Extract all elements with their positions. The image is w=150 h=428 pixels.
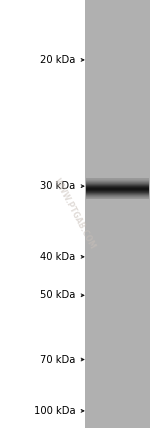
Bar: [86, 194, 149, 195]
Bar: [86, 188, 149, 189]
Bar: [86, 198, 149, 199]
Bar: [86, 193, 149, 194]
Text: 20 kDa: 20 kDa: [40, 55, 76, 65]
Bar: [86, 191, 149, 192]
Bar: [86, 198, 149, 199]
Bar: [86, 192, 149, 193]
Bar: [86, 186, 149, 187]
Bar: [86, 189, 149, 190]
Bar: [86, 179, 149, 180]
Bar: [86, 190, 149, 191]
Bar: [86, 197, 149, 198]
Bar: [86, 192, 149, 193]
Bar: [86, 184, 149, 185]
Bar: [86, 182, 149, 183]
Bar: [86, 194, 149, 195]
Bar: [86, 185, 149, 186]
Bar: [86, 193, 149, 194]
Bar: [86, 183, 149, 184]
Bar: [86, 179, 149, 180]
Bar: [86, 180, 149, 181]
Bar: [86, 187, 149, 188]
Bar: [86, 185, 149, 186]
Bar: [86, 195, 149, 196]
Bar: [86, 186, 149, 187]
Text: 40 kDa: 40 kDa: [40, 252, 76, 262]
Bar: [86, 179, 149, 180]
Bar: [86, 188, 149, 189]
Bar: [86, 183, 149, 184]
Bar: [86, 189, 149, 190]
Bar: [86, 180, 149, 181]
Bar: [86, 191, 149, 192]
Bar: [85, 0, 150, 428]
Bar: [86, 178, 149, 179]
Bar: [86, 192, 149, 193]
Text: WWW.PTGAB.COM: WWW.PTGAB.COM: [52, 177, 98, 251]
Text: 100 kDa: 100 kDa: [34, 406, 76, 416]
Bar: [86, 196, 149, 197]
Bar: [86, 187, 149, 188]
Bar: [86, 182, 149, 183]
Bar: [86, 190, 149, 191]
Bar: [86, 185, 149, 186]
Text: 30 kDa: 30 kDa: [40, 181, 76, 191]
Bar: [86, 194, 149, 195]
Bar: [86, 188, 149, 189]
Bar: [86, 197, 149, 198]
Bar: [86, 180, 149, 181]
Bar: [86, 189, 149, 190]
Bar: [86, 196, 149, 197]
Bar: [86, 190, 149, 191]
Bar: [86, 183, 149, 184]
Bar: [86, 195, 149, 196]
Bar: [86, 181, 149, 182]
Bar: [86, 184, 149, 185]
Bar: [86, 198, 149, 199]
Bar: [86, 184, 149, 185]
Text: 50 kDa: 50 kDa: [40, 290, 76, 300]
Text: 70 kDa: 70 kDa: [40, 354, 76, 365]
Bar: [86, 193, 149, 194]
Bar: [86, 181, 149, 182]
Bar: [86, 181, 149, 182]
Bar: [86, 197, 149, 198]
